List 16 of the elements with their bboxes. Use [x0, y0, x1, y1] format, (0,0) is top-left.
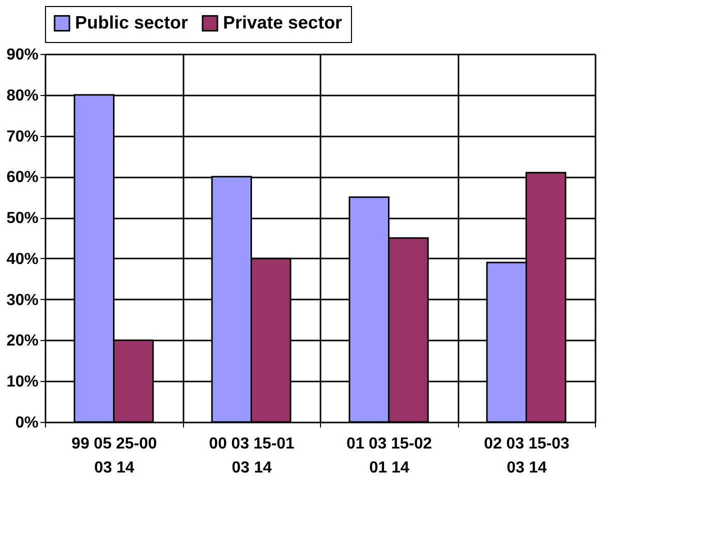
y-tick-label: 40%: [6, 250, 38, 268]
x-tick-label: 01 03 15-02 01 14: [346, 436, 432, 476]
x-tick-label: 02 03 15-03 03 14: [484, 436, 570, 476]
y-tick-label: 10%: [6, 374, 38, 391]
y-tick-label: 50%: [6, 210, 38, 228]
legend-label: Private sector: [223, 12, 342, 32]
y-tick-label: 20%: [6, 332, 38, 350]
x-tick-label: 99 05 25-00 03 14: [72, 436, 158, 476]
y-tick-label: 70%: [6, 128, 38, 146]
y-tick-label: 0%: [15, 414, 38, 432]
legend-label: Public sector: [75, 12, 188, 32]
x-tick-label: 00 03 15-01 03 14: [209, 436, 295, 476]
y-tick-label: 80%: [6, 87, 38, 104]
y-tick-label: 90%: [6, 46, 38, 64]
y-tick-label: 60%: [6, 169, 38, 186]
y-tick-label: 30%: [6, 292, 38, 309]
